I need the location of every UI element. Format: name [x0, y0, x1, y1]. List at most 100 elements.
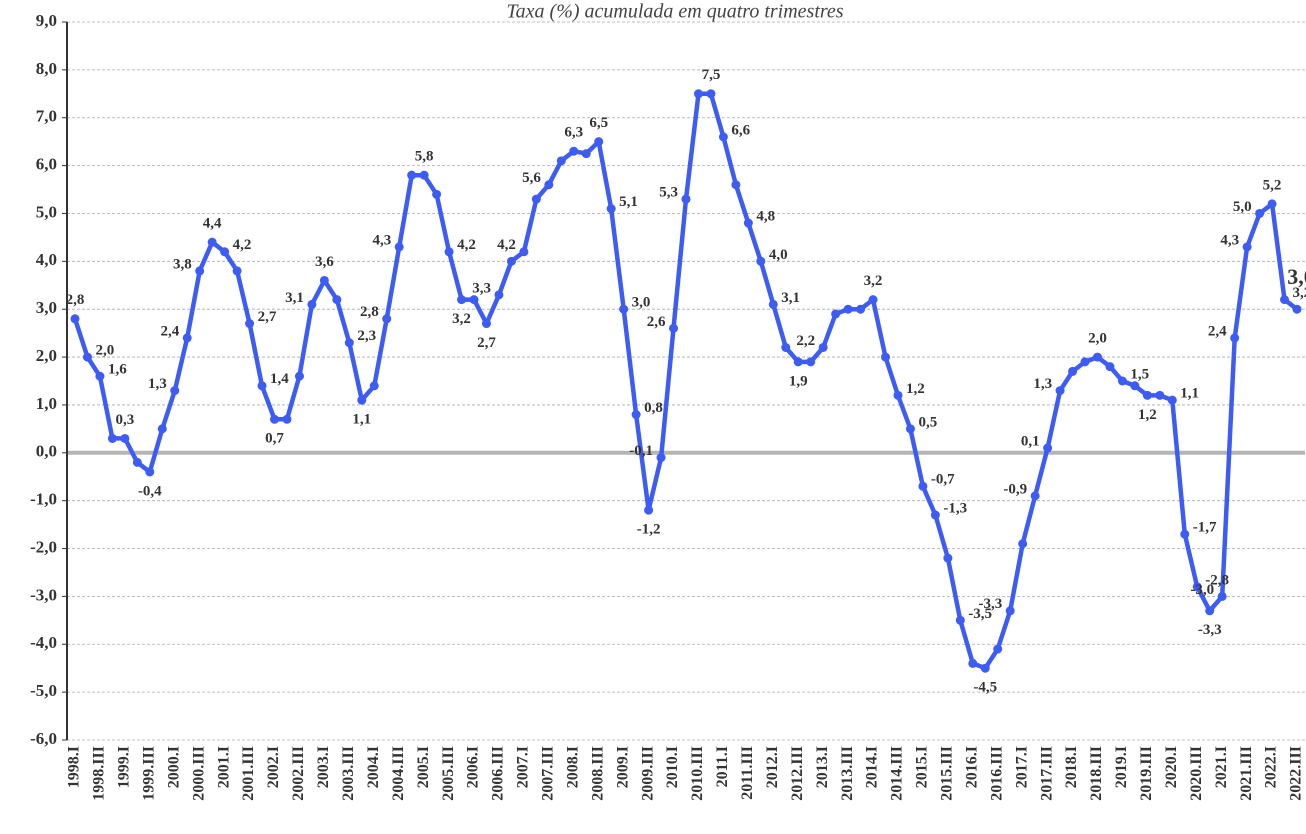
x-tick-label: 2021.I [1213, 746, 1230, 788]
data-label: 0,1 [1021, 433, 1040, 449]
data-label: -3,3 [1198, 622, 1222, 638]
x-tick-label: 1998.III [91, 746, 108, 801]
data-point [631, 410, 641, 420]
data-label: 1,5 [1130, 366, 1149, 382]
chart-title: Taxa (%) acumulada em quatro trimestres [506, 1, 843, 23]
data-point [793, 357, 803, 367]
y-tick-label: 3,0 [36, 298, 57, 317]
data-point [756, 256, 766, 266]
data-label: 1,4 [270, 371, 289, 387]
data-point [332, 295, 342, 305]
data-point [245, 319, 255, 329]
data-point [469, 295, 479, 305]
data-label: 4,2 [233, 237, 252, 253]
data-point [82, 352, 92, 362]
x-tick-label: 2019.III [1138, 746, 1155, 801]
y-tick-label: 6,0 [36, 155, 57, 174]
data-label: 2,2 [796, 333, 815, 349]
data-label: 4,4 [203, 216, 222, 232]
data-point [868, 295, 878, 305]
data-point [357, 395, 367, 405]
data-label: 3,2 [1293, 285, 1306, 301]
x-tick-label: 2001.I [215, 746, 232, 788]
data-point [768, 299, 778, 309]
data-label: 2,4 [1208, 323, 1227, 339]
data-line [72, 91, 1299, 671]
data-point [1217, 591, 1227, 601]
data-label: 3,0 [1287, 264, 1306, 289]
data-label: -0,9 [1003, 481, 1027, 497]
data-label: 6,3 [564, 125, 583, 141]
data-point [220, 247, 230, 257]
data-label: 2,4 [160, 323, 179, 339]
data-point [519, 247, 529, 257]
data-label: 4,8 [756, 208, 775, 224]
data-label: 3,1 [781, 290, 800, 306]
x-tick-label: 2002.I [265, 746, 282, 788]
data-point [893, 390, 903, 400]
y-tick-label: 7,0 [36, 107, 57, 126]
data-point [344, 338, 354, 348]
x-tick-label: 2014.III [889, 746, 906, 801]
data-point [1155, 390, 1165, 400]
data-point [369, 381, 379, 391]
data-point [1092, 352, 1102, 362]
x-tick-label: 2022.III [1288, 746, 1305, 801]
data-label: -0,7 [931, 472, 955, 488]
x-tick-label: 2005.III [440, 746, 457, 801]
data-point [1080, 357, 1090, 367]
data-point [930, 510, 940, 520]
data-point [95, 371, 105, 381]
x-tick-label: 2013.III [839, 746, 856, 801]
data-point [1255, 208, 1265, 218]
data-label: -3,0 [1190, 582, 1214, 598]
data-label: 5,1 [619, 194, 638, 210]
x-tick-label: 2016.I [963, 746, 980, 788]
data-label: -0,1 [629, 443, 653, 459]
data-label: 5,8 [415, 149, 434, 165]
data-point [1192, 582, 1202, 592]
x-tick-label: 1998.I [66, 746, 83, 788]
data-point [107, 433, 117, 443]
data-label: 2,8 [360, 304, 379, 320]
y-tick-label: 2,0 [36, 346, 57, 365]
data-point [132, 457, 142, 467]
data-label: 5,3 [659, 185, 678, 201]
x-tick-label: 2000.III [190, 746, 207, 801]
data-point [120, 433, 130, 443]
data-label: 2,8 [66, 292, 85, 308]
data-label: 5,0 [1233, 199, 1252, 215]
x-tick-label: 2007.III [540, 746, 557, 801]
data-point [881, 352, 891, 362]
data-point [70, 314, 80, 324]
x-tick-label: 2007.I [515, 746, 532, 788]
data-point [207, 237, 217, 247]
data-point [1142, 390, 1152, 400]
data-point [731, 180, 741, 190]
data-label: 4,3 [372, 232, 391, 248]
data-label: -0,4 [138, 483, 162, 499]
x-tick-label: 2021.III [1238, 746, 1255, 801]
data-point [1230, 333, 1240, 343]
data-label: 1,6 [108, 362, 127, 378]
data-label: 3,2 [452, 311, 471, 327]
data-point [556, 156, 566, 166]
x-tick-label: 2017.III [1038, 746, 1055, 801]
data-point [644, 505, 654, 515]
data-point [1267, 199, 1277, 209]
data-point [1180, 529, 1190, 539]
data-point [294, 371, 304, 381]
y-tick-label: -2,0 [30, 537, 57, 556]
x-tick-label: 2020.III [1188, 746, 1205, 801]
data-label: 7,5 [702, 67, 721, 83]
data-label: 3,0 [632, 295, 651, 311]
data-point [195, 266, 205, 276]
y-tick-label: 0,0 [36, 442, 57, 461]
x-tick-label: 2012.III [789, 746, 806, 801]
data-label: 4,2 [457, 237, 476, 253]
data-point [382, 314, 392, 324]
y-tick-label: 1,0 [36, 394, 57, 413]
data-point [419, 170, 429, 180]
x-tick-label: 2020.I [1163, 746, 1180, 788]
data-label: 3,6 [315, 254, 334, 270]
